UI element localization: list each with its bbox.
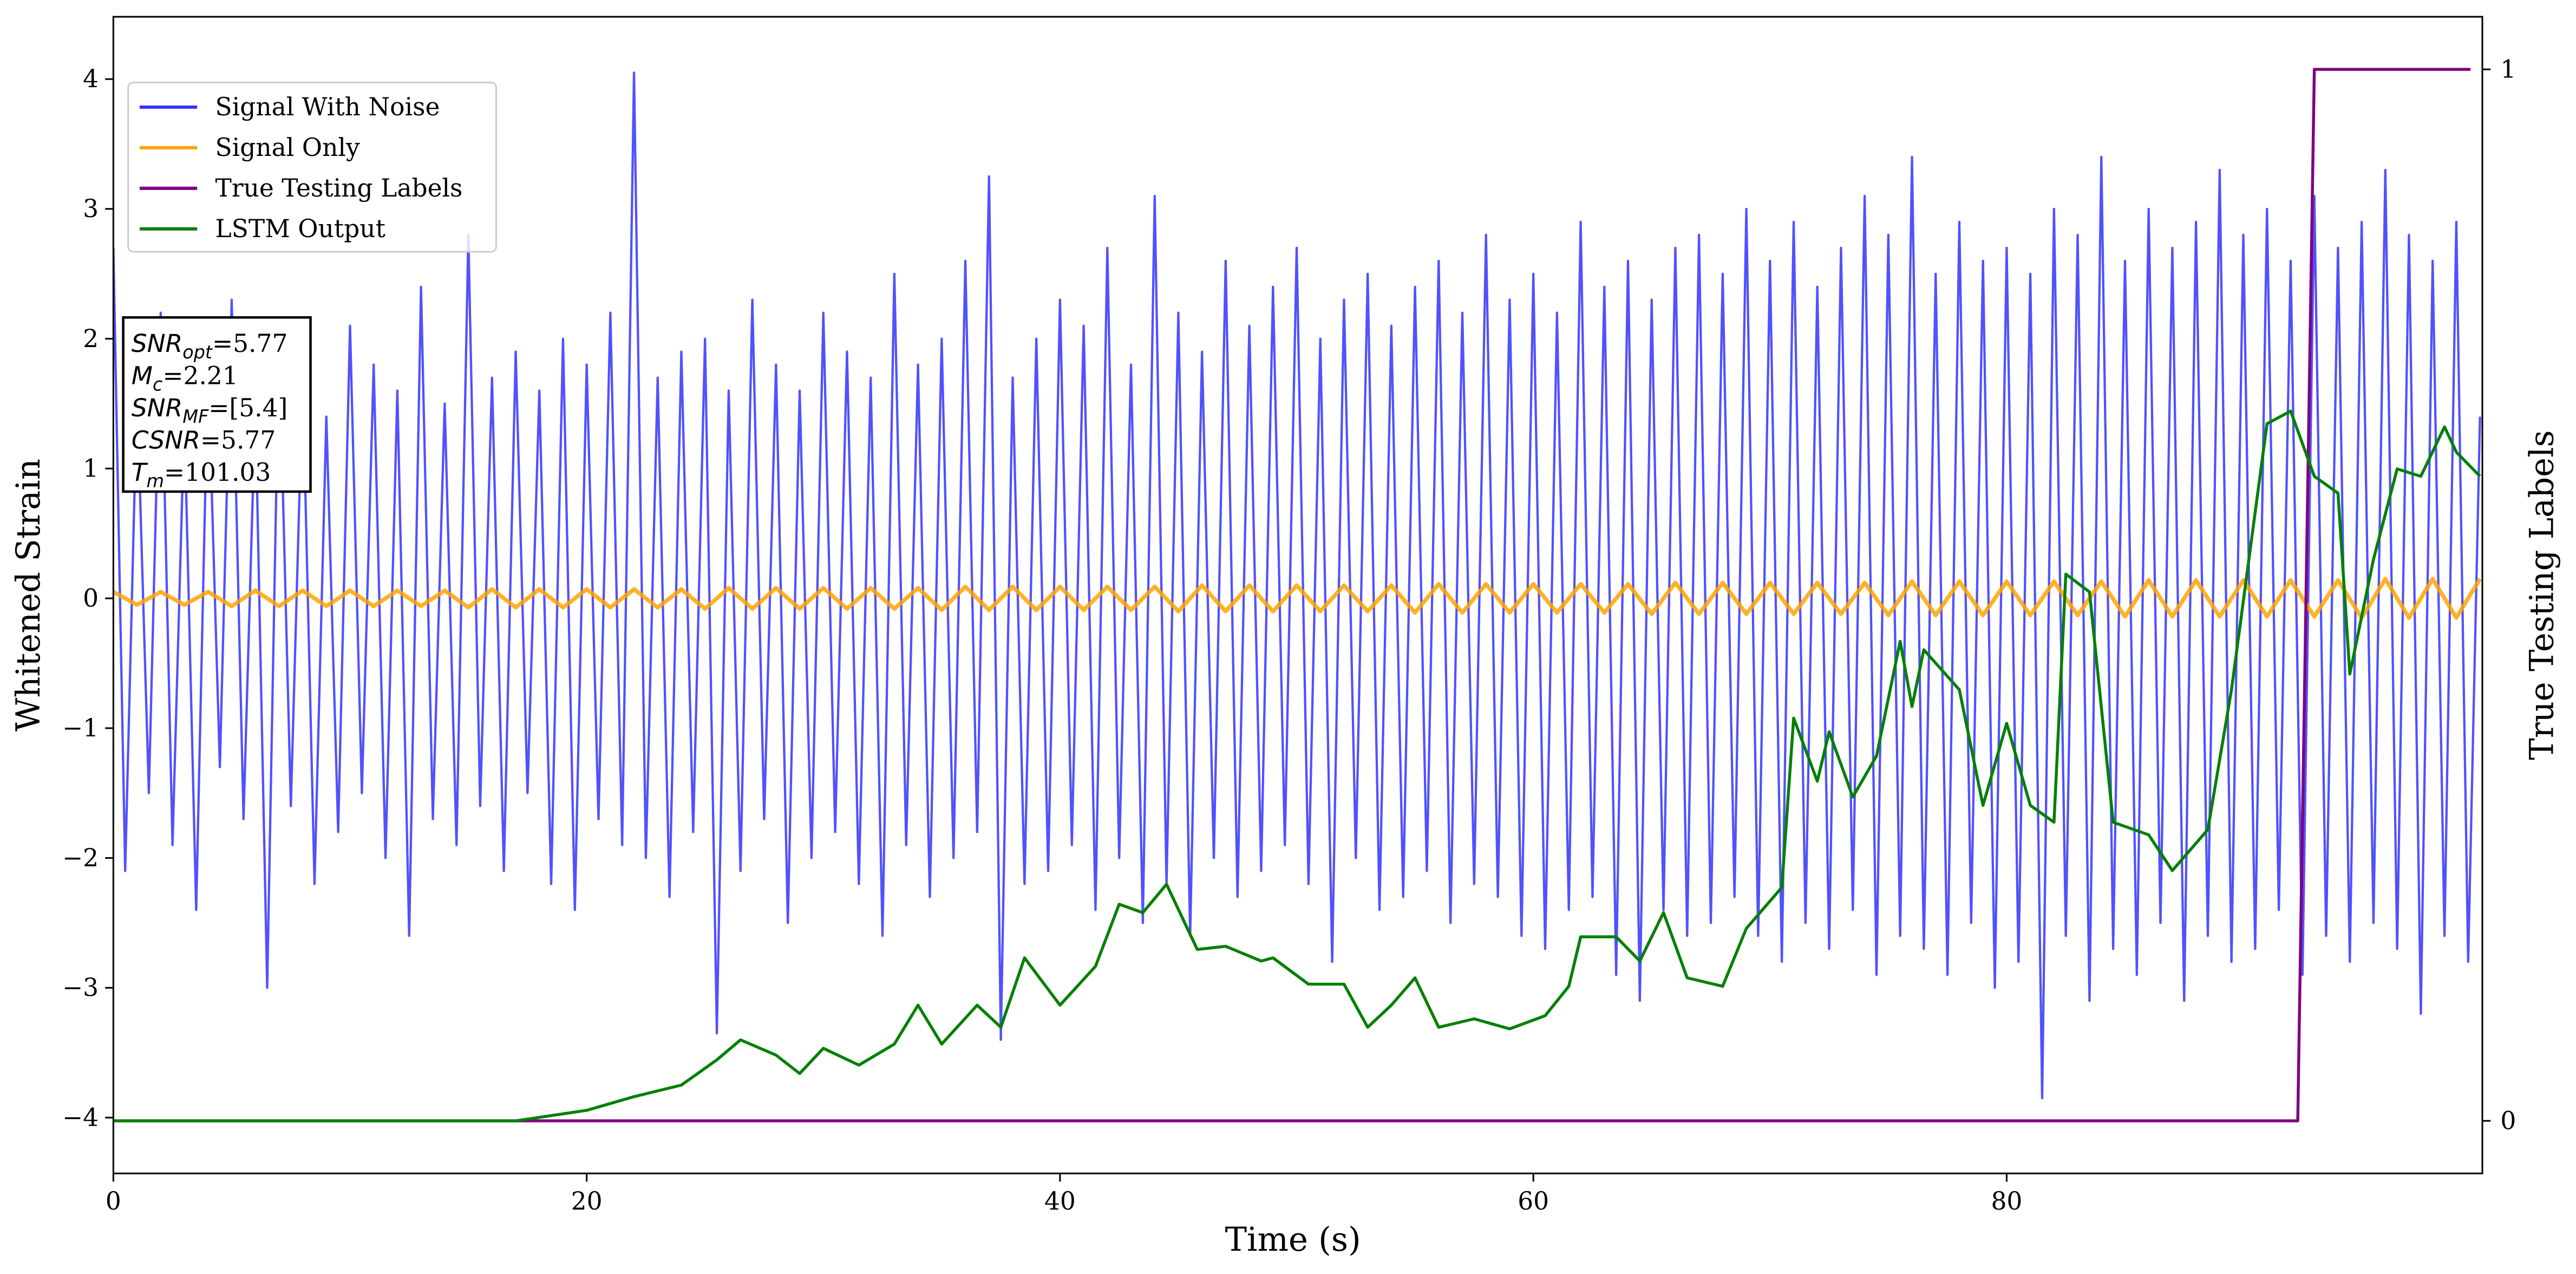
annotation-sub: m [147,471,165,492]
annotation-value: =101.03 [164,458,271,487]
annotation-name: SNR [132,394,183,422]
x-axis-label: Time (s) [1225,1221,1361,1259]
series-line [113,577,2482,620]
x-tick-label: 40 [1044,1187,1076,1216]
y-tick-label: −1 [62,714,99,742]
y-tick-label: −4 [62,1103,99,1132]
y-tick-label: 1 [83,454,99,483]
plot-area [113,68,2482,1122]
x-tick-label: 20 [571,1187,603,1216]
legend-label: True Testing Labels [215,174,463,202]
annotation-name: CSNR [132,426,200,454]
legend-box [127,81,497,253]
y-tick-label: −3 [62,974,99,1002]
y-tick-label: 4 [83,64,99,93]
annotation-line: SNRMF=[5.4] [132,394,288,427]
y2-tick-label: 0 [2500,1106,2516,1135]
annotation-value: =[5.4] [208,394,287,422]
annotation-line: CSNR=5.77 [132,426,276,454]
annotation-line: SNRopt=5.77 [132,329,288,363]
annotation-name: M [132,361,153,390]
annotation-name: SNR [132,329,183,358]
legend-label: LSTM Output [215,214,385,243]
legend-label: Signal Only [215,133,360,162]
legend: Signal With Noise Signal Only True Testing… [127,81,497,253]
annotation-sub: MF [182,406,209,427]
y-tick-label: 3 [83,194,99,223]
annotation-line: Mc=2.21 [132,361,238,395]
x-tick-label: 0 [106,1187,121,1216]
annotation-line: Tm=101.03 [132,458,271,492]
series-line [113,409,2481,1122]
annotation-value: =2.21 [162,361,238,390]
annotation-sub: opt [182,342,213,363]
annotation-sub: c [153,374,162,395]
series-line [113,71,2481,1100]
series-line [113,68,2471,1122]
annotation-name: T [132,458,148,487]
y-tick-label: −2 [62,844,99,872]
plot-frame [112,16,2483,1174]
legend-label: Signal With Noise [215,93,440,121]
x-tick-label: 60 [1518,1187,1549,1216]
annotation-value: =5.77 [200,426,276,454]
y-tick-label: 2 [83,324,99,353]
x-tick-label: 80 [1991,1187,2022,1216]
y2-axis-label: True Testing Labels [2523,430,2561,760]
annotation-box: SNRopt=5.77Mc=2.21SNRMF=[5.4]CSNR=5.77Tm… [122,316,312,493]
annotation-frame [122,316,312,493]
annotation-value: =5.77 [212,329,287,358]
y-axis-label: Whitened Strain [10,459,48,731]
y2-tick-label: 1 [2500,55,2516,83]
y-tick-label: 0 [83,584,99,612]
